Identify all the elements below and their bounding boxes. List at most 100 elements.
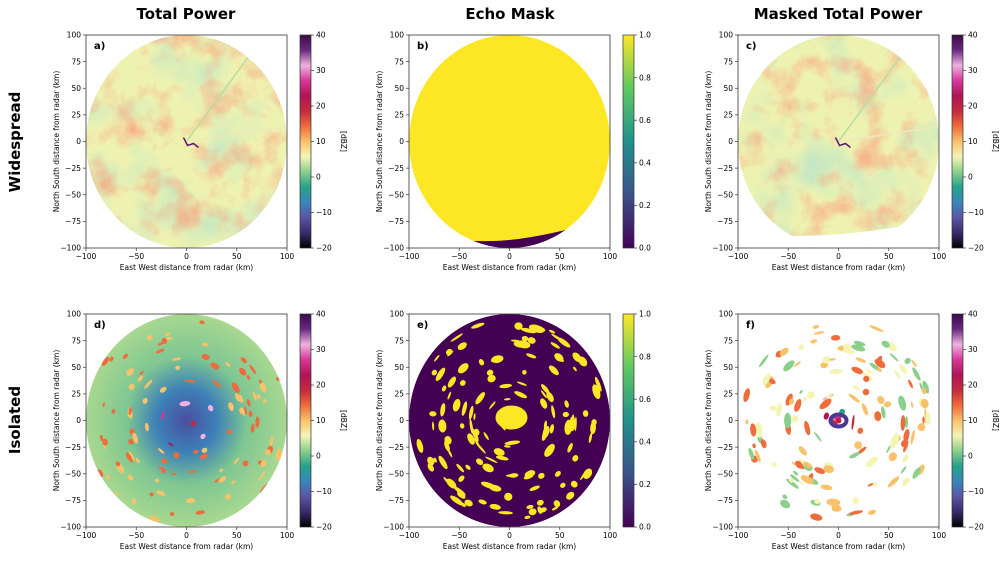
column-title-masked-total-power: Masked Total Power <box>754 5 923 23</box>
echo-cell <box>125 452 133 462</box>
echo-cell <box>862 388 870 396</box>
colorbar-tick-label: 20 <box>316 381 326 390</box>
echo-cell <box>788 398 795 405</box>
echo-cell <box>810 339 818 344</box>
x-tick-label: 0 <box>184 531 189 540</box>
echo-cell <box>750 423 757 437</box>
echo-cell <box>471 428 479 442</box>
x-tick-label: 100 <box>280 252 295 261</box>
x-axis-label: East West distance from radar (km) <box>772 263 905 272</box>
echo-cell <box>528 324 545 333</box>
echo-cell <box>769 405 777 411</box>
echo-cell <box>903 440 909 453</box>
colorbar-tick-label: 20 <box>968 102 978 111</box>
echo-cell <box>902 477 911 487</box>
echo-cell <box>122 353 128 360</box>
echo-cell <box>128 407 132 416</box>
echo-cell <box>201 353 210 361</box>
x-tick-label: 0 <box>184 252 189 261</box>
echo-cell <box>457 363 469 374</box>
radar-field <box>738 35 939 248</box>
echo-cell <box>102 438 108 446</box>
echo-cell <box>807 391 815 399</box>
echo-cell <box>567 442 573 453</box>
colorbar-tick-label: 0.2 <box>639 480 651 489</box>
echo-cell <box>446 478 457 489</box>
echo-cell <box>780 499 791 509</box>
y-tick-label: 0 <box>728 416 733 425</box>
colorbar-tick-label: 10 <box>316 137 326 146</box>
y-axis-label: North South distance from radar (km) <box>704 71 713 213</box>
colorbar-tick-label: −20 <box>316 523 332 532</box>
echo-cell <box>239 367 247 376</box>
echo-cell <box>128 438 134 445</box>
echo-cell <box>887 476 900 488</box>
echo-cell <box>231 382 240 393</box>
colorbar-label: [dBZ] <box>339 410 348 431</box>
colorbar-tick-label: 1.0 <box>639 310 651 319</box>
colorbar-tick-label: −20 <box>968 523 984 532</box>
y-tick-label: 100 <box>67 31 82 40</box>
echo-cell <box>475 392 485 405</box>
x-tick-label: −50 <box>451 531 467 540</box>
echo-cell <box>760 439 767 449</box>
y-tick-label: −50 <box>65 469 81 478</box>
echo-cell <box>453 486 466 496</box>
echo-cell <box>574 416 577 432</box>
echo-cell <box>111 409 116 414</box>
echo-cell <box>219 468 224 473</box>
panel-label: e) <box>417 320 428 331</box>
echo-cell <box>755 422 763 438</box>
echo-cell <box>265 449 271 455</box>
colorbar-tick-label: −10 <box>316 208 332 217</box>
echo-cell <box>562 411 569 418</box>
echo-cell <box>240 357 247 364</box>
echo-cell <box>459 423 465 429</box>
echo-cell <box>144 379 153 389</box>
y-tick-label: 100 <box>390 310 405 319</box>
echo-cell <box>246 375 251 380</box>
colorbar-tick-label: 0.4 <box>639 438 651 447</box>
echo-cell <box>212 379 222 388</box>
echo-cell <box>524 515 531 520</box>
echo-cell <box>524 470 536 478</box>
colorbar: −20 −10 0 10 20 30 40 [dBZ] <box>299 310 348 532</box>
echo-cell <box>841 348 856 354</box>
echo-cell <box>550 342 560 349</box>
echo-cell <box>874 411 882 422</box>
x-tick-label: 50 <box>555 531 565 540</box>
colorbar-tick-label: 0.6 <box>639 395 651 404</box>
echo-cell <box>228 402 234 412</box>
echo-cell <box>831 505 842 512</box>
colorbar-tick-label: 0.8 <box>639 73 651 82</box>
echo-cell <box>551 405 556 419</box>
echo-cell <box>922 416 925 424</box>
x-tick-label: −50 <box>128 531 144 540</box>
echo-cell <box>457 342 467 351</box>
echo-cell <box>260 460 267 468</box>
y-tick-label: 25 <box>394 390 404 399</box>
y-tick-label: 100 <box>719 31 734 40</box>
echo-cell <box>461 401 468 416</box>
echo-cell <box>231 480 236 485</box>
echo-cell <box>911 359 917 368</box>
y-tick-label: 50 <box>71 84 81 93</box>
echo-cell <box>863 375 870 382</box>
echo-cell <box>159 386 167 393</box>
echo-cell <box>433 457 437 463</box>
echo-cell <box>139 370 144 376</box>
panel-a: a)−100 −50 0 50 100−100−75−50−250255075100Ea… <box>52 31 348 272</box>
echo-cell <box>456 492 466 499</box>
echo-cell <box>186 498 196 504</box>
echo-cell <box>560 482 566 488</box>
y-tick-label: −75 <box>65 217 81 226</box>
echo-cell <box>557 337 571 348</box>
colorbar-tick-label: 20 <box>968 381 978 390</box>
echo-cell <box>865 456 878 468</box>
y-tick-label: 50 <box>723 363 733 372</box>
echo-cell <box>520 327 537 334</box>
echo-cell <box>450 333 463 342</box>
echo-cell <box>504 440 521 446</box>
echo-cell <box>464 499 473 507</box>
